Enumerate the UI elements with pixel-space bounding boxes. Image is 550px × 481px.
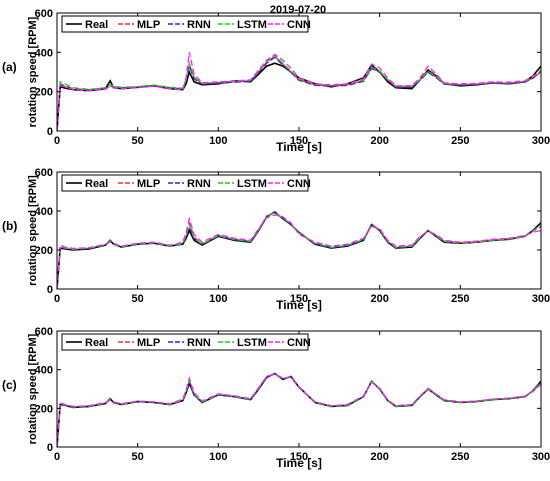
series-line-lstm [57, 372, 541, 447]
x-tick-label: 300 [532, 451, 550, 463]
x-tick-label: 150 [290, 135, 308, 147]
x-tick-label: 300 [532, 293, 550, 305]
legend-label-cnn: CNN [287, 337, 311, 349]
series-line-mlp [57, 55, 541, 131]
panel-2: 0 50 100 150 200 250 300 0 200 400 600 Time [s] rota… [2, 167, 550, 312]
legend-label-lstm: LSTM [237, 337, 267, 349]
x-tick-label: 0 [54, 135, 60, 147]
y-axis-label: rotation speed [RPM] [27, 16, 39, 127]
x-tick-label: 250 [451, 135, 469, 147]
x-axis-label: Time [s] [276, 456, 322, 470]
x-tick-label: 50 [132, 451, 144, 463]
series-line-rnn [57, 211, 541, 289]
legend-label-mlp: MLP [137, 19, 160, 31]
legend-label-rnn: RNN [187, 19, 211, 31]
x-tick-label: 250 [451, 293, 469, 305]
legend-label-mlp: MLP [137, 178, 160, 190]
series-line-mlp [57, 373, 541, 447]
x-tick-label: 300 [532, 135, 550, 147]
panel-1: 0 50 100 150 200 250 300 0 200 400 600 Time [s] rota… [2, 8, 550, 154]
legend-label-real: Real [85, 178, 108, 190]
series-line-rnn [57, 372, 541, 447]
legend-label-real: Real [85, 19, 108, 31]
y-tick-label: 0 [47, 284, 53, 296]
x-tick-label: 0 [54, 293, 60, 305]
figure-title: 2019-07-20 [270, 4, 326, 16]
y-tick-label: 200 [35, 403, 53, 415]
x-axis-label: Time [s] [276, 298, 322, 312]
y-axis-label: rotation speed [RPM] [27, 175, 39, 286]
x-tick-label: 250 [451, 451, 469, 463]
series-line-mlp [57, 212, 541, 289]
legend-label-lstm: LSTM [237, 19, 267, 31]
y-tick-label: 200 [35, 87, 53, 99]
y-tick-label: 400 [35, 206, 53, 218]
series-line-lstm [57, 212, 541, 289]
x-tick-label: 200 [370, 135, 388, 147]
legend-label-real: Real [85, 337, 108, 349]
legend-label-mlp: MLP [137, 337, 160, 349]
x-tick-label: 200 [370, 293, 388, 305]
y-tick-label: 0 [47, 442, 53, 454]
legend-label-rnn: RNN [187, 178, 211, 190]
x-tick-label: 100 [209, 293, 227, 305]
y-tick-label: 400 [35, 365, 53, 377]
y-tick-label: 600 [35, 326, 53, 338]
series-line-rnn [57, 56, 541, 131]
panel-label: (c) [2, 378, 17, 392]
y-tick-label: 600 [35, 167, 53, 179]
series-line-real [57, 62, 541, 131]
series-line-cnn [57, 52, 541, 131]
x-tick-label: 50 [132, 135, 144, 147]
y-tick-label: 600 [35, 8, 53, 20]
x-tick-label: 50 [132, 293, 144, 305]
y-tick-label: 0 [47, 126, 53, 138]
panel-label: (a) [2, 60, 17, 74]
legend-label-cnn: CNN [287, 178, 311, 190]
panel-label: (b) [2, 219, 17, 233]
x-tick-label: 200 [370, 451, 388, 463]
x-tick-label: 100 [209, 451, 227, 463]
panel-3: 0 50 100 150 200 250 300 0 200 400 600 Time [s] rota… [2, 326, 550, 470]
legend-box [61, 15, 309, 33]
x-tick-label: 150 [290, 293, 308, 305]
y-tick-label: 200 [35, 245, 53, 257]
x-tick-label: 150 [290, 451, 308, 463]
legend-box [61, 333, 309, 351]
legend-box [61, 174, 309, 192]
series-line-real [57, 211, 541, 289]
x-axis-label: Time [s] [276, 140, 322, 154]
legend-label-cnn: CNN [287, 19, 311, 31]
series-line-cnn [57, 214, 541, 289]
legend-label-lstm: LSTM [237, 178, 267, 190]
series-line-lstm [57, 54, 541, 131]
series-line-cnn [57, 373, 541, 447]
y-tick-label: 400 [35, 47, 53, 59]
x-tick-label: 100 [209, 135, 227, 147]
legend-label-rnn: RNN [187, 337, 211, 349]
x-tick-label: 0 [54, 451, 60, 463]
y-axis-label: rotation speed [RPM] [27, 333, 39, 444]
series-line-real [57, 372, 541, 447]
